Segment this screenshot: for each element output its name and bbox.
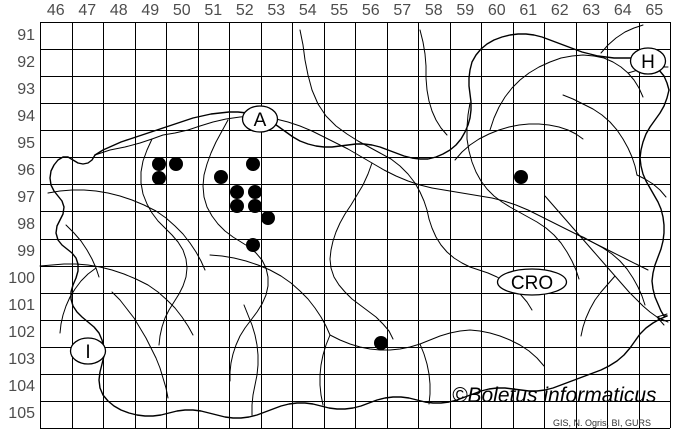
- y-axis-tick-label: 103: [8, 351, 35, 369]
- x-axis-tick-label: 59: [456, 2, 475, 19]
- x-axis-tick-label: 62: [550, 2, 569, 19]
- x-axis-tick-label: 64: [613, 2, 632, 19]
- y-axis-tick-label: 105: [8, 405, 35, 423]
- x-axis-tick-label: 58: [424, 2, 443, 19]
- occurrence-dots: [152, 157, 528, 350]
- y-axis-tick-label: 96: [17, 161, 35, 179]
- y-axis-tick-label: 92: [17, 53, 35, 71]
- x-axis-tick-label: 55: [330, 2, 349, 19]
- country-code-bubble: [496, 268, 568, 296]
- country-code-label-i: I: [85, 342, 90, 363]
- country-code-label-h: H: [641, 52, 655, 73]
- x-axis-tick-label: 48: [109, 2, 128, 19]
- country-code-label-a: A: [254, 110, 267, 131]
- occurrence-dot: [152, 157, 166, 171]
- x-axis-tick-label: 54: [298, 2, 317, 19]
- country-code-label-cro: CRO: [511, 273, 553, 294]
- x-axis-tick-label: 53: [267, 2, 286, 19]
- occurrence-dot: [514, 170, 528, 184]
- data-source-credit: GIS, N. Ogris, BI, GURS: [553, 418, 652, 428]
- occurrence-dot: [230, 199, 244, 213]
- occurrence-dot: [261, 211, 275, 225]
- x-axis-tick-label: 51: [204, 2, 223, 19]
- y-axis-tick-label: 102: [8, 324, 35, 342]
- y-axis-tick-label: 95: [17, 134, 35, 152]
- x-axis-tick-label: 65: [645, 2, 664, 19]
- x-axis-tick-label: 61: [519, 2, 538, 19]
- y-axis-tick-label: 93: [17, 80, 35, 98]
- country-code-labels: A H CRO I: [69, 47, 667, 365]
- occurrence-dot: [246, 238, 260, 252]
- x-axis-tick-label: 50: [172, 2, 191, 19]
- x-axis-tick-label: 63: [582, 2, 601, 19]
- y-axis-tick-label: 99: [17, 243, 35, 261]
- occurrence-dot: [248, 199, 262, 213]
- x-axis-tick-label: 57: [393, 2, 412, 19]
- occurrence-dot: [152, 171, 166, 185]
- coordinate-grid: [39, 21, 672, 430]
- x-axis-tick-label: 47: [78, 2, 97, 19]
- country-code-bubble: [69, 337, 107, 365]
- country-code-bubble: [629, 47, 667, 75]
- y-axis-tick-label: 101: [8, 297, 35, 315]
- x-axis-tick-label: 46: [46, 2, 65, 19]
- x-axis-tick-label: 56: [361, 2, 380, 19]
- occurrence-dot: [169, 157, 183, 171]
- y-axis-tick-label: 94: [17, 107, 35, 125]
- copyright-text: ©Boletus informaticus: [452, 384, 657, 407]
- occurrence-dot: [230, 185, 244, 199]
- country-code-bubble: [241, 105, 279, 133]
- country-border: [49, 33, 670, 419]
- y-axis-tick-label: 104: [8, 378, 35, 396]
- y-axis-tick-label: 97: [17, 188, 35, 206]
- y-axis-tick-label: 91: [17, 26, 35, 44]
- y-axis-tick-label: 100: [8, 270, 35, 288]
- occurrence-dot: [374, 336, 388, 350]
- y-axis-tick-label: 98: [17, 216, 35, 233]
- occurrence-dot: [246, 157, 260, 171]
- occurrence-dot: [214, 170, 228, 184]
- rivers-layer: [39, 24, 669, 416]
- x-axis-tick-label: 52: [235, 2, 254, 19]
- occurrence-dot: [248, 185, 262, 199]
- x-axis-tick-label: 49: [141, 2, 160, 19]
- x-axis-tick-label: 60: [487, 2, 506, 19]
